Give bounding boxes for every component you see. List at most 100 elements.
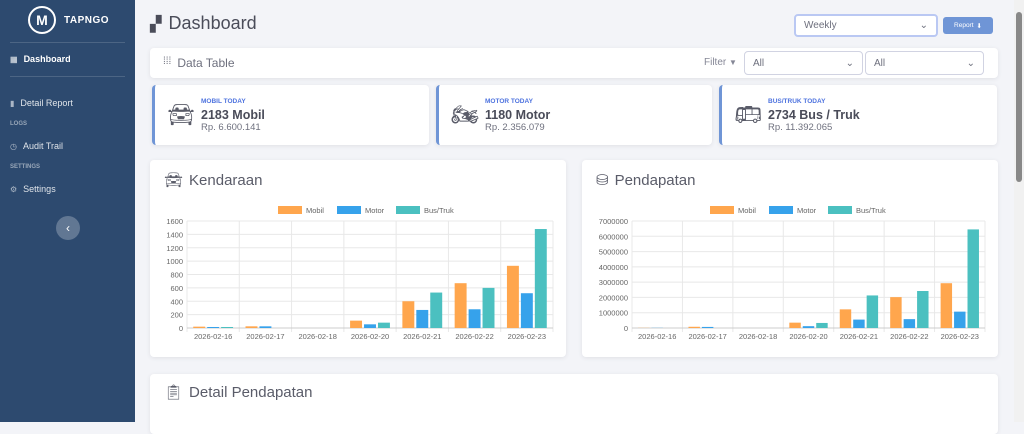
y-tick-label: 600 (170, 284, 183, 293)
legend-label: Motor (365, 206, 385, 215)
bar-bus-truk (483, 288, 495, 328)
chevron-down-icon: ⌄ (846, 58, 854, 69)
gear-icon: ⚙ (10, 185, 17, 194)
page-title: ▞ Dashboard (150, 13, 257, 34)
bar-motor (259, 326, 271, 328)
sidebar-toggle-button[interactable]: ‹ (56, 216, 80, 240)
filter-select-2[interactable]: All ⌄ (865, 51, 984, 75)
scrollbar-thumb[interactable] (1016, 12, 1022, 182)
bar-mobil (789, 323, 800, 328)
bar-mobil (246, 326, 258, 328)
sidebar-item-label: Detail Report (20, 98, 73, 108)
bar-motor (803, 326, 814, 328)
report-label: Report (954, 22, 974, 29)
download-icon: ⬇ (977, 22, 982, 30)
x-tick-label: 2026-02-16 (194, 332, 232, 341)
stat-value: 1180 Motor (485, 108, 550, 122)
legend-label: Motor (797, 206, 817, 215)
brand-name: TAPNGO (64, 15, 109, 26)
bar-motor (364, 324, 376, 328)
x-tick-label: 2026-02-16 (638, 332, 676, 341)
bar-bus-truk (430, 293, 442, 328)
legend-label: Bus/Truk (856, 206, 886, 215)
grid-icon: ⁞⁞⁞ (163, 56, 171, 70)
bar-motor (416, 310, 428, 328)
bar-mobil (193, 327, 205, 328)
brand[interactable]: M TAPNGO (28, 6, 109, 34)
y-tick-label: 1000 (166, 257, 183, 266)
stat-label: BUS/TRUK TODAY (768, 98, 860, 105)
stat-value: 2734 Bus / Truk (768, 108, 860, 122)
sidebar-item-audit-trail[interactable]: ◷Audit Trail (10, 141, 63, 151)
y-tick-label: 1600 (166, 217, 183, 226)
legend-swatch (278, 206, 302, 214)
legend-swatch (710, 206, 734, 214)
stat-amount: Rp. 2.356.079 (485, 122, 550, 133)
y-tick-label: 5000000 (599, 248, 628, 257)
stat-value: 2183 Mobil (201, 108, 265, 122)
car-icon: 🚘︎ (167, 102, 191, 128)
filter-select-1[interactable]: All ⌄ (744, 51, 863, 75)
legend-swatch (337, 206, 361, 214)
sidebar-item-label: Dashboard (24, 54, 71, 64)
filter-text: Filter (704, 57, 726, 68)
data-table-bar: ⁞⁞⁞Data Table Filter ▼ All⌄ All⌄ (150, 48, 998, 78)
bar-bus-truk (917, 291, 928, 328)
sidebar-item-label: Settings (23, 184, 56, 194)
scrollbar[interactable] (1014, 0, 1024, 422)
x-tick-label: 2026-02-22 (455, 332, 493, 341)
y-tick-label: 6000000 (599, 232, 628, 241)
sidebar-item-dashboard[interactable]: ▦ Dashboard (10, 54, 71, 64)
x-tick-label: 2026-02-20 (351, 332, 389, 341)
bar-motor (954, 312, 965, 328)
bar-mobil (350, 321, 362, 328)
divider (10, 76, 125, 77)
chevron-down-icon: ⌄ (967, 58, 975, 69)
clipboard-icon: 📋︎ (164, 383, 183, 401)
y-tick-label: 800 (170, 271, 183, 280)
dashboard-icon: ▞ (150, 15, 162, 33)
filter2-value: All (874, 58, 885, 69)
x-tick-label: 2026-02-18 (299, 332, 337, 341)
period-select[interactable]: Weekly ⌄ (794, 14, 938, 37)
sidebar-item-detail-report[interactable]: ▮Detail Report (10, 98, 73, 108)
report-button[interactable]: Report⬇ (943, 17, 993, 34)
bar-mobil (688, 327, 699, 328)
pendapatan-chart: 0100000020000003000000400000050000006000… (582, 160, 998, 357)
section-settings: SETTINGS (10, 164, 40, 170)
bar-bus-truk (867, 295, 878, 328)
bar-mobil (890, 297, 901, 328)
sidebar: M TAPNGO ▦Dashboard ▮Detail Report LOGS … (0, 0, 135, 422)
sidebar-item-settings[interactable]: ⚙ Settings (10, 184, 56, 194)
bar-motor (207, 327, 219, 328)
y-tick-label: 2000000 (599, 293, 628, 302)
y-tick-label: 0 (179, 324, 183, 333)
filter-label[interactable]: Filter ▼ (704, 57, 737, 68)
legend-swatch (828, 206, 852, 214)
period-value: Weekly (804, 20, 837, 31)
bar-bus-truk (535, 229, 547, 328)
x-tick-label: 2026-02-17 (246, 332, 284, 341)
y-tick-label: 7000000 (599, 217, 628, 226)
y-tick-label: 200 (170, 311, 183, 320)
filter1-value: All (753, 58, 764, 69)
dashboard-icon: ▦ (10, 55, 18, 64)
bar-bus-truk (816, 323, 827, 328)
history-icon: ◷ (10, 142, 17, 151)
stat-label: MOTOR TODAY (485, 98, 550, 105)
bar-mobil (840, 309, 851, 328)
divider (10, 42, 125, 43)
chevron-down-icon: ⌄ (920, 20, 928, 31)
legend-label: Bus/Truk (424, 206, 454, 215)
x-tick-label: 2026-02-22 (890, 332, 928, 341)
x-tick-label: 2026-02-17 (688, 332, 726, 341)
detail-title-text: Detail Pendapatan (189, 384, 312, 401)
page-title-text: Dashboard (169, 13, 257, 34)
stat-label: MOBIL TODAY (201, 98, 265, 105)
bar-bus-truk (378, 323, 390, 328)
